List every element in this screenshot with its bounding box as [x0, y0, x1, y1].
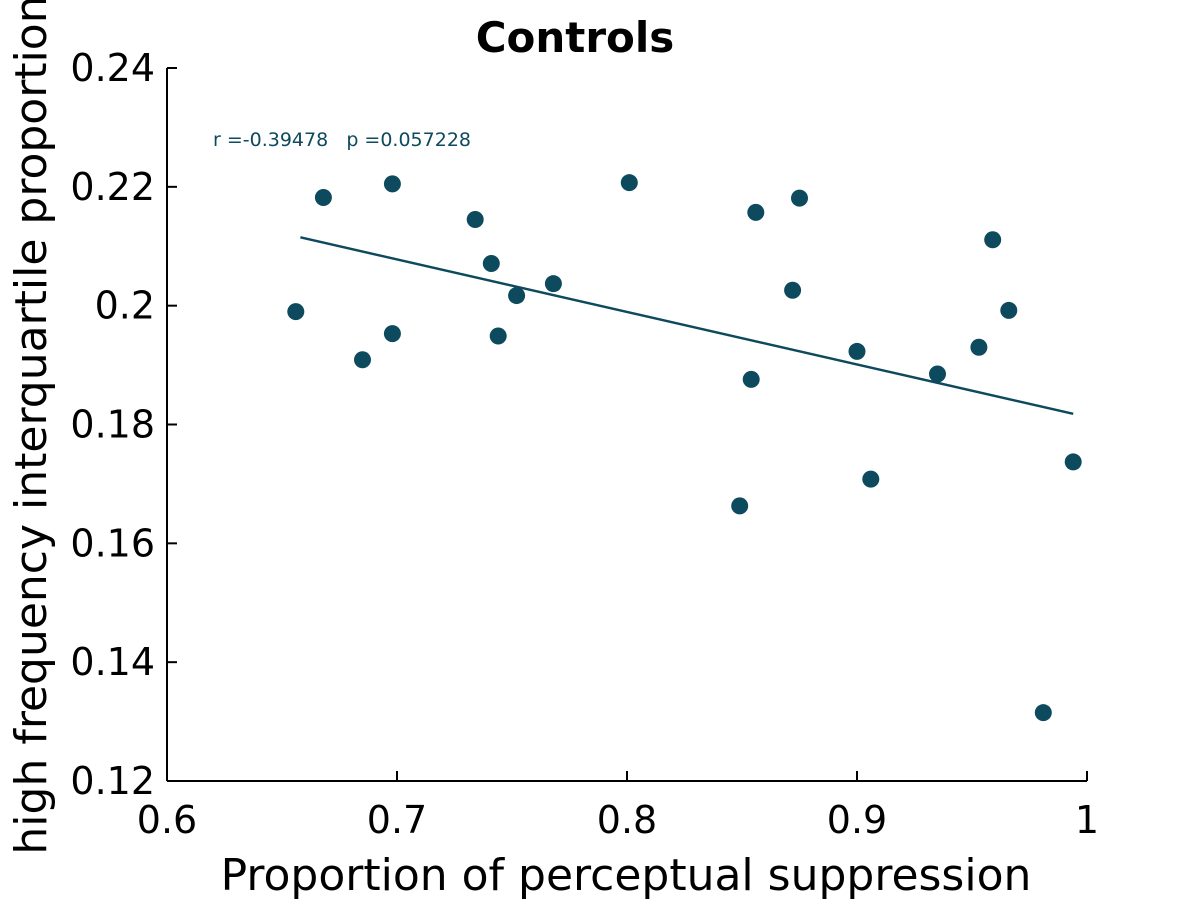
data-point [970, 338, 988, 356]
data-point [287, 303, 305, 321]
data-point [383, 325, 401, 343]
y-tick-label: 0.24 [70, 46, 155, 90]
data-point [383, 175, 401, 193]
x-tick-label: 0.8 [597, 798, 657, 842]
data-point [784, 281, 802, 299]
data-point [984, 231, 1002, 249]
data-point [862, 470, 880, 488]
data-point [1000, 301, 1018, 319]
x-tick-label: 0.6 [137, 798, 197, 842]
y-tick-label: 0.22 [70, 165, 155, 209]
data-point [466, 211, 484, 229]
data-point [791, 189, 808, 207]
y-tick-label: 0.16 [70, 521, 155, 565]
data-point [620, 174, 638, 192]
data-point [314, 189, 332, 207]
y-tick-label: 0.18 [70, 403, 155, 447]
correlation-annotation: r =-0.39478 p =0.057228 [213, 129, 471, 151]
x-tick-label: 0.9 [827, 798, 887, 842]
y-tick-label: 0.2 [95, 284, 155, 328]
y-axis-label: high frequency interquartile proportion [6, 0, 57, 855]
data-point [1034, 704, 1052, 722]
data-point [489, 327, 507, 345]
data-point [929, 365, 946, 383]
data-point [1064, 453, 1082, 471]
y-tick-label: 0.12 [70, 759, 155, 803]
data-point [742, 370, 760, 388]
axes: 0.12 0.14 0.16 0.18 0.2 0.22 0.24 0.6 0.7 0.8 0.9 1 [70, 46, 1099, 842]
data-point [508, 287, 526, 305]
regression-line [300, 236, 1074, 416]
data-point [544, 275, 562, 293]
data-point [482, 254, 500, 272]
data-point [848, 342, 866, 360]
x-tick-label: 1 [1075, 798, 1099, 842]
data-point [731, 497, 749, 515]
data-points [287, 174, 1082, 722]
y-tick-label: 0.14 [70, 640, 155, 684]
chart-title: Controls [476, 13, 675, 62]
data-point [747, 203, 765, 221]
x-tick-label: 0.7 [367, 798, 427, 842]
x-axis-label: Proportion of perceptual suppression [221, 850, 1032, 900]
data-point [354, 351, 371, 369]
